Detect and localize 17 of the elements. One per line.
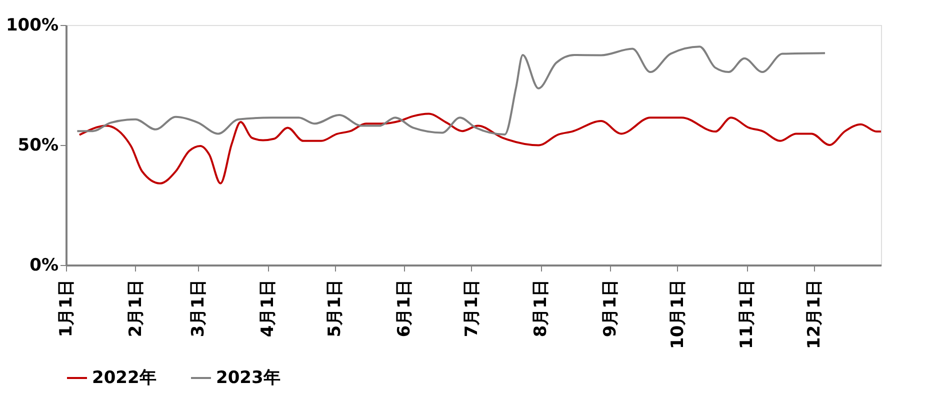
legend-label: 2022年 [92, 368, 156, 388]
x-tick-label: 7月1日 [462, 280, 482, 338]
y-tick-label: 50% [18, 136, 58, 156]
x-tick-label: 4月1日 [258, 280, 278, 338]
x-tick-label: 3月1日 [188, 280, 209, 338]
x-tick-label: 10月1日 [668, 280, 688, 349]
x-tick-label: 5月1日 [325, 280, 346, 338]
legend-label: 2023年 [216, 368, 280, 388]
x-tick-label: 9月1日 [600, 280, 621, 338]
x-tick-label: 8月1日 [531, 280, 552, 338]
y-tick-label: 100% [6, 16, 58, 36]
x-tick-label: 6月1日 [394, 280, 415, 338]
y-tick-label: 0% [30, 256, 58, 276]
x-tick-label: 12月1日 [804, 280, 824, 349]
x-tick-label: 11月1日 [737, 280, 758, 349]
x-tick-label: 1月1日 [56, 280, 76, 338]
x-tick-label: 2月1日 [126, 280, 146, 338]
